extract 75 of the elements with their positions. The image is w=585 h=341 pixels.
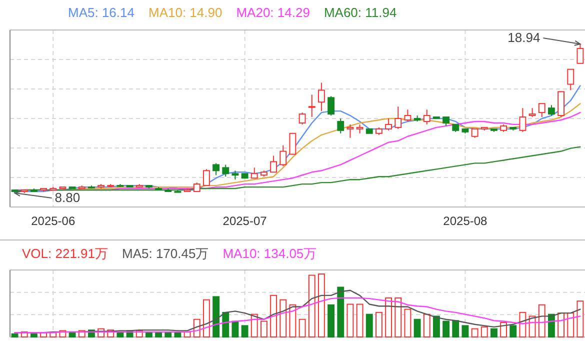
candlestick [337, 118, 344, 134]
candlestick [280, 144, 287, 167]
text: MA5: 170.45万 [122, 246, 209, 261]
bar [414, 318, 421, 338]
candlestick [346, 124, 354, 138]
candlestick [519, 108, 526, 132]
bar [432, 316, 440, 338]
bar [337, 286, 344, 338]
bar [366, 314, 373, 338]
bar [500, 322, 508, 338]
bar [423, 314, 430, 338]
bar [212, 296, 220, 338]
bar [318, 274, 325, 338]
candlestick [270, 155, 278, 173]
bar [11, 333, 18, 338]
text: VOL: 221.91万 [22, 246, 108, 261]
annotation: 18.94 [508, 30, 540, 45]
candlestick [558, 91, 565, 118]
bar [404, 308, 412, 338]
bar [280, 299, 287, 338]
bar [270, 294, 278, 338]
candlestick [404, 109, 412, 122]
bar [442, 320, 450, 338]
candlestick [394, 106, 402, 130]
bar [289, 304, 296, 338]
candlestick [538, 103, 546, 118]
candlestick [289, 132, 296, 155]
bar [558, 312, 565, 338]
bar [260, 320, 268, 338]
candlestick [298, 112, 306, 125]
annotation: 8.80 [54, 190, 80, 205]
candlestick [318, 82, 325, 112]
candlestick [385, 118, 392, 131]
bar [30, 333, 38, 338]
bar [241, 325, 248, 338]
bar [471, 328, 478, 338]
candlestick [567, 68, 574, 91]
bar [462, 325, 469, 338]
text: MA10: 134.05万 [222, 246, 317, 261]
bar [222, 312, 230, 338]
bar [576, 300, 584, 338]
bar [567, 312, 574, 338]
bar [385, 297, 392, 338]
bar [328, 304, 335, 338]
candlestick [212, 162, 220, 176]
bar [346, 304, 354, 338]
text: MA60: 11.94 [324, 5, 397, 20]
bar [375, 312, 382, 338]
text: MA10: 14.90 [148, 5, 222, 20]
bar [68, 332, 76, 338]
x-tick-label: 2025-07 [222, 214, 268, 228]
bar [394, 297, 402, 338]
bar [452, 320, 460, 338]
bar [538, 304, 546, 338]
candlestick [222, 164, 230, 178]
candlestick [250, 167, 258, 179]
text: MA20: 14.29 [236, 5, 310, 20]
bar [356, 304, 364, 338]
bar [308, 274, 316, 338]
candlestick [548, 104, 555, 116]
bar [202, 299, 210, 338]
candlestick [328, 96, 335, 116]
bar [298, 318, 306, 338]
x-tick-label: 2025-06 [31, 214, 76, 228]
candlestick [202, 168, 210, 186]
x-tick-label: 2025-08 [443, 214, 488, 228]
candlestick [308, 94, 316, 118]
bar [510, 325, 517, 338]
bar [490, 328, 498, 338]
candlestick [423, 109, 430, 125]
bar [480, 326, 488, 338]
candlestick [576, 44, 584, 64]
text: MA5: 16.14 [68, 5, 134, 20]
bar [174, 332, 182, 338]
bar [232, 320, 239, 338]
